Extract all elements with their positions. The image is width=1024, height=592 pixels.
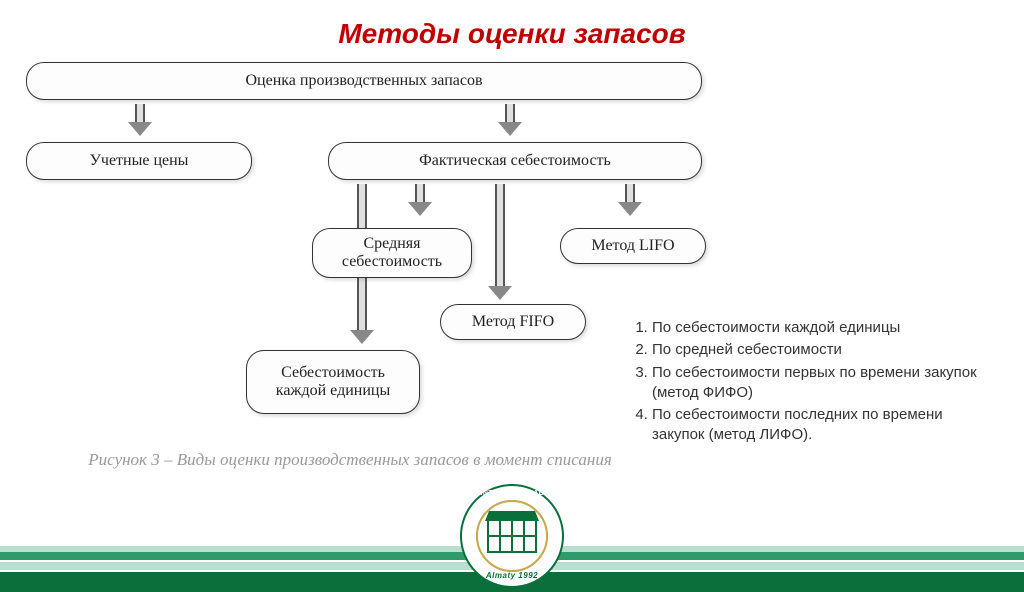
arrow — [408, 184, 432, 216]
arrow — [128, 104, 152, 136]
logo-building-icon — [487, 519, 537, 552]
node-unit: Себестоимость каждой единицы — [246, 350, 420, 414]
logo-top-text: INTERNATIONAL — [460, 490, 564, 497]
list-item: По себестоимости каждой единицы — [652, 318, 998, 338]
page-title: Методы оценки запасов — [0, 18, 1024, 50]
arrow — [618, 184, 642, 216]
list-item: По себестоимости первых по времени закуп… — [652, 363, 998, 404]
node-right: Фактическая себестоимость — [328, 142, 702, 180]
node-avg: Средняя себестоимость — [312, 228, 472, 278]
node-lifo: Метод LIFO — [560, 228, 706, 264]
list-item: По средней себестоимости — [652, 340, 998, 360]
logo-bottom-text: Almaty 1992 — [460, 571, 564, 580]
list-item: По себестоимости последних по времени за… — [652, 405, 998, 446]
diagram-area: Оценка производственных запасов Учетные … — [8, 60, 728, 500]
arrow — [498, 104, 522, 136]
methods-list: По себестоимости каждой единицы По средн… — [628, 318, 998, 448]
arrow — [488, 184, 512, 300]
node-root: Оценка производственных запасов — [26, 62, 702, 100]
node-fifo: Метод FIFO — [440, 304, 586, 340]
node-left: Учетные цены — [26, 142, 252, 180]
university-logo: INTERNATIONAL Almaty 1992 — [460, 484, 564, 588]
figure-caption: Рисунок 3 – Виды оценки производственных… — [40, 450, 660, 470]
